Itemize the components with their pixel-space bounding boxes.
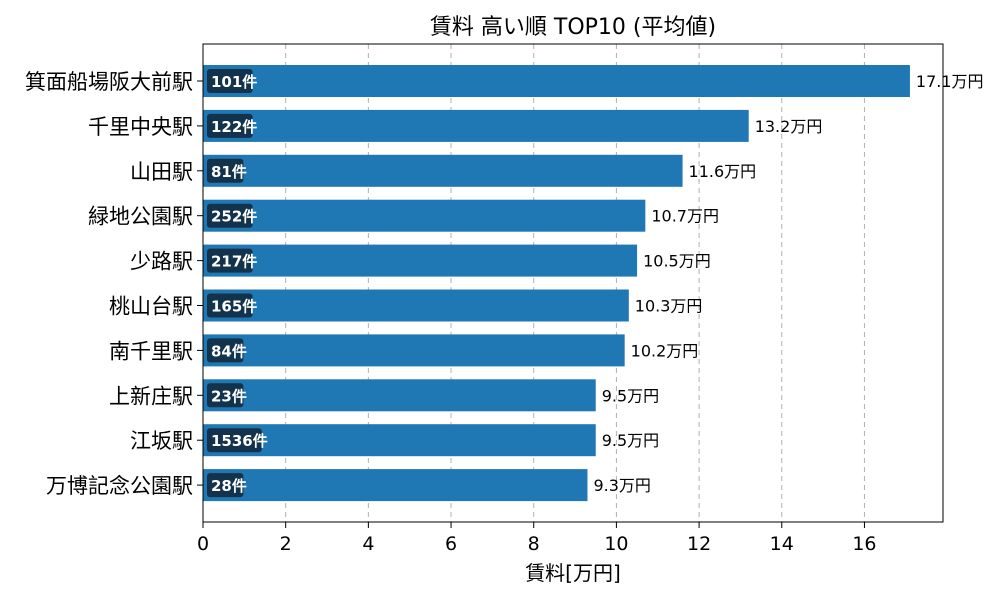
value-label: 9.5万円 xyxy=(602,386,659,405)
count-label: 217件 xyxy=(211,253,257,271)
count-badge xyxy=(207,69,253,93)
x-tick-labels: 0 2 4 6 8 10 12 14 16 xyxy=(197,522,877,555)
count-label: 1536件 xyxy=(211,432,268,450)
bar xyxy=(203,334,625,367)
x-tick-label: 6 xyxy=(445,533,457,555)
y-tick-label: 南千里駅 xyxy=(109,339,193,363)
value-label: 10.5万円 xyxy=(643,252,711,271)
count-label: 101件 xyxy=(211,73,257,91)
bar xyxy=(203,199,646,232)
y-tick-label: 桃山台駅 xyxy=(109,295,193,319)
y-tick-label: 箕面船場阪大前駅 xyxy=(25,70,193,94)
count-label: 252件 xyxy=(211,208,257,226)
bar xyxy=(203,244,638,277)
count-label: 84件 xyxy=(211,342,247,360)
x-tick-label: 10 xyxy=(604,533,628,555)
count-label: 81件 xyxy=(211,163,247,181)
plot-frame xyxy=(202,43,944,523)
bar xyxy=(203,154,683,187)
count-badge xyxy=(207,428,262,453)
bars: 17.1万円 101件 13.2万円 122件 11.6万円 81件 10.7万円 252件 1… xyxy=(203,65,984,502)
x-tick-label: 4 xyxy=(362,533,374,555)
value-label: 10.3万円 xyxy=(635,297,703,316)
y-tick-label: 少路駅 xyxy=(130,250,193,274)
value-label: 10.7万円 xyxy=(651,207,719,226)
bar xyxy=(203,65,910,97)
count-badge xyxy=(207,338,244,363)
count-badge xyxy=(207,383,244,408)
value-label: 17.1万円 xyxy=(916,72,984,91)
count-label: 28件 xyxy=(211,477,247,495)
bar xyxy=(203,469,588,502)
value-label: 11.6万円 xyxy=(689,162,757,181)
value-label: 9.5万円 xyxy=(602,431,659,450)
y-tick-label: 上新庄駅 xyxy=(109,384,193,408)
y-tick-label: 江坂駅 xyxy=(130,429,193,453)
x-tick-label: 12 xyxy=(687,533,711,555)
chart-title: 賃料 高い順 TOP10 (平均値) xyxy=(430,15,716,40)
x-tick-label: 14 xyxy=(770,533,794,555)
y-tick-label: 山田駅 xyxy=(130,160,193,184)
count-badge xyxy=(207,293,253,318)
x-tick-label: 16 xyxy=(852,533,876,555)
bar xyxy=(203,379,596,412)
y-tick-label: 万博記念公園駅 xyxy=(46,474,193,498)
x-tick-label: 0 xyxy=(197,533,209,555)
x-tick-label: 8 xyxy=(528,533,540,555)
count-badge xyxy=(207,248,253,273)
count-label: 165件 xyxy=(211,298,257,316)
bar xyxy=(203,289,629,322)
y-tick-label: 千里中央駅 xyxy=(88,115,193,139)
count-badge xyxy=(207,473,244,498)
value-label: 13.2万円 xyxy=(755,117,823,136)
value-label: 10.2万円 xyxy=(631,341,699,360)
count-badge xyxy=(207,203,253,228)
y-tick-label: 緑地公園駅 xyxy=(88,205,193,229)
x-axis-label: 賃料[万円] xyxy=(525,561,621,585)
x-tick-label: 2 xyxy=(280,533,292,555)
value-label: 9.3万円 xyxy=(593,476,650,495)
bar xyxy=(203,424,596,457)
count-badge xyxy=(207,113,253,138)
y-tick-labels: 箕面船場阪大前駅千里中央駅山田駅緑地公園駅少路駅桃山台駅南千里駅上新庄駅江坂駅万… xyxy=(25,70,203,498)
count-label: 23件 xyxy=(211,387,247,405)
bar xyxy=(203,109,749,142)
count-badge xyxy=(207,158,244,183)
count-label: 122件 xyxy=(211,118,257,136)
